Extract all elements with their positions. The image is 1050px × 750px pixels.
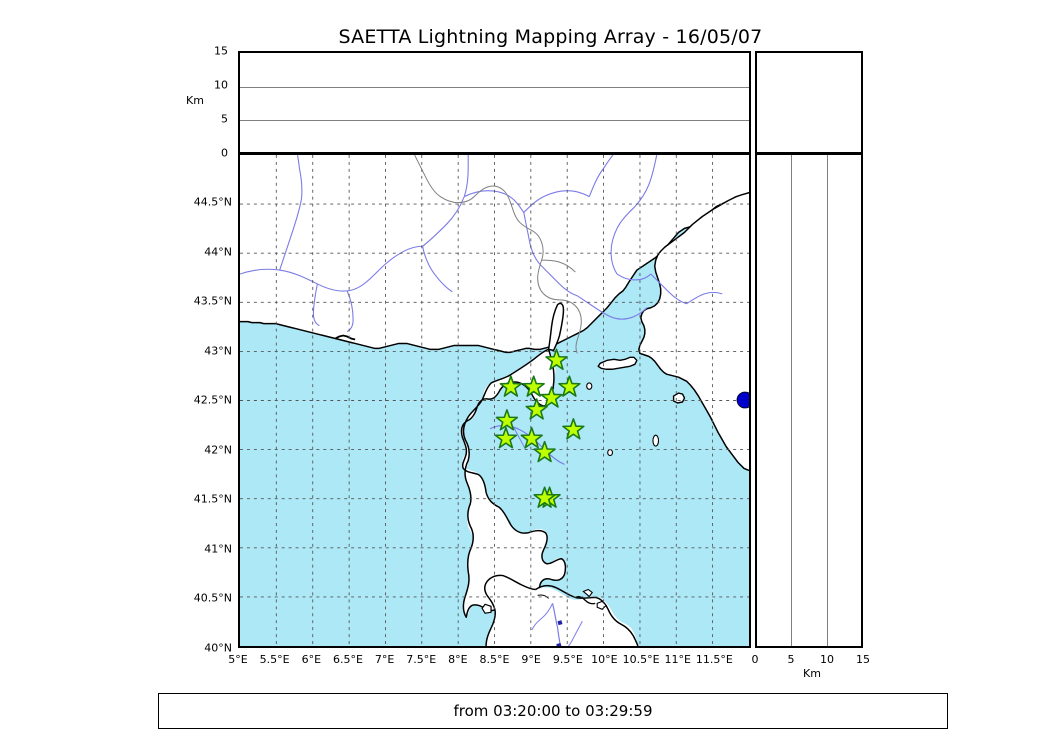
gridline-5km-v — [791, 155, 792, 646]
top-panel-ytick-0: 0 — [221, 146, 228, 160]
right-panel-xtick-10: 10 — [820, 653, 834, 666]
map-xtick-5: 5°E — [228, 653, 248, 666]
map-ytick-41: 41°N — [204, 542, 232, 556]
map-ytick-40: 40°N — [204, 641, 232, 655]
gridline-10km-v — [827, 155, 828, 646]
map-xtick-10: 10°E — [591, 653, 618, 666]
map-ytick-43: 43°N — [204, 344, 232, 358]
map-xtick-7: 7°E — [374, 653, 395, 666]
map-xtick-7_5: 7.5°E — [406, 653, 437, 666]
right-panel-axis-label: Km — [803, 667, 821, 680]
gridline-10km — [240, 87, 749, 88]
top-panel-ytick-5: 5 — [221, 112, 228, 126]
page-title: SAETTA Lightning Mapping Array - 16/05/0… — [338, 26, 763, 48]
map-ytick-40_5: 40.5°N — [193, 591, 232, 605]
right-panel-xtick-5: 5 — [787, 653, 795, 666]
map-xtick-8_5: 8.5°E — [479, 653, 510, 666]
map-panel[interactable] — [238, 153, 751, 648]
map-ytick-42: 42°N — [204, 443, 232, 457]
top-panel-ytick-10: 10 — [214, 78, 228, 92]
right-panel-xtick-0: 0 — [751, 653, 759, 666]
map-xtick-8: 8°E — [448, 653, 468, 666]
map-ytick-44: 44°N — [204, 245, 232, 259]
map-xtick-11: 11°E — [664, 653, 691, 666]
time-range-box: from 03:20:00 to 03:29:59 — [158, 693, 948, 729]
right-panel-xtick-15: 15 — [856, 653, 870, 666]
map-xtick-6: 6°E — [301, 653, 322, 666]
altitude-latitude-panel[interactable] — [755, 153, 863, 648]
altitude-longitude-panel[interactable] — [238, 51, 751, 154]
map-xtick-9_5: 9.5°E — [552, 653, 583, 666]
top-panel-ytick-15: 15 — [214, 44, 228, 58]
top-panel-axis-label: Km — [186, 94, 204, 107]
altitude-histogram-panel[interactable] — [755, 51, 863, 154]
gridline-5km — [240, 120, 749, 121]
map-ytick-42_5: 42.5°N — [193, 393, 232, 407]
map-xtick-5_5: 5.5°E — [259, 653, 290, 666]
map-ytick-41_5: 41.5°N — [193, 492, 232, 506]
map-ytick-44_5: 44.5°N — [193, 195, 232, 209]
map-graphic — [240, 155, 749, 646]
map-ytick-43_5: 43.5°N — [193, 294, 232, 308]
map-xtick-11_5: 11.5°E — [695, 653, 733, 666]
source-dot — [736, 391, 749, 409]
time-range-text: from 03:20:00 to 03:29:59 — [453, 702, 653, 720]
map-xtick-10_5: 10.5°E — [622, 653, 660, 666]
map-xtick-9: 9°E — [521, 653, 541, 666]
map-xtick-6_5: 6.5°E — [333, 653, 363, 666]
